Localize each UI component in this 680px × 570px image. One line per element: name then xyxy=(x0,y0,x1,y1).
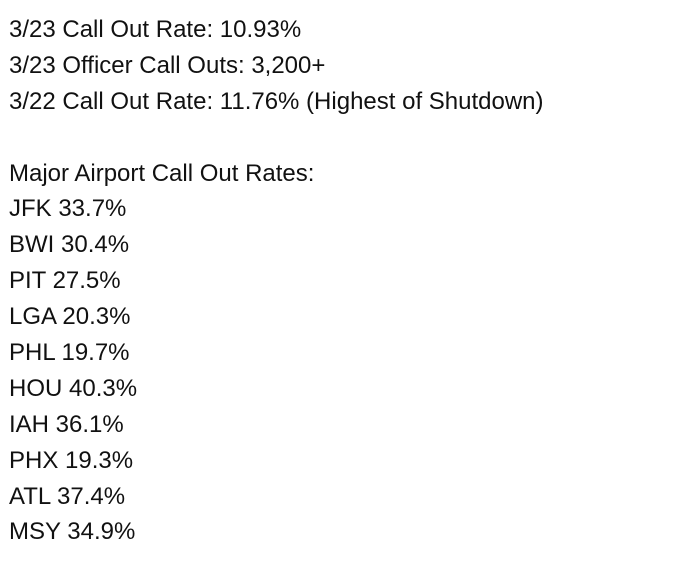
stat-line: 3/22 Call Out Rate: 11.76% (Highest of S… xyxy=(9,87,544,115)
airport-rate: LGA 20.3% xyxy=(9,303,131,331)
airport-rate: BWI 30.4% xyxy=(9,231,130,259)
airport-rate: IAH 36.1% xyxy=(9,410,124,438)
airport-rate: HOU 40.3% xyxy=(9,374,138,402)
airport-rate: JFK 33.7% xyxy=(9,195,127,223)
stat-line: 3/23 Call Out Rate: 10.93% xyxy=(9,16,302,43)
airport-rate: PIT 27.5% xyxy=(9,267,121,295)
stat-line: 3/23 Officer Call Outs: 3,200+ xyxy=(9,51,326,79)
spacer xyxy=(9,120,680,156)
airport-rate: PHL 19.7% xyxy=(9,339,130,367)
airport-list: JFK 33.7% BWI 30.4% PIT 27.5% LGA 20.3% PHL … xyxy=(9,191,680,550)
airport-rate: PHX 19.3% xyxy=(9,446,134,474)
airport-rate: MSY 34.9% xyxy=(9,518,136,546)
list-heading: Major Airport Call Out Rates: xyxy=(9,159,315,187)
airport-rate: ATL 37.4% xyxy=(9,482,126,510)
